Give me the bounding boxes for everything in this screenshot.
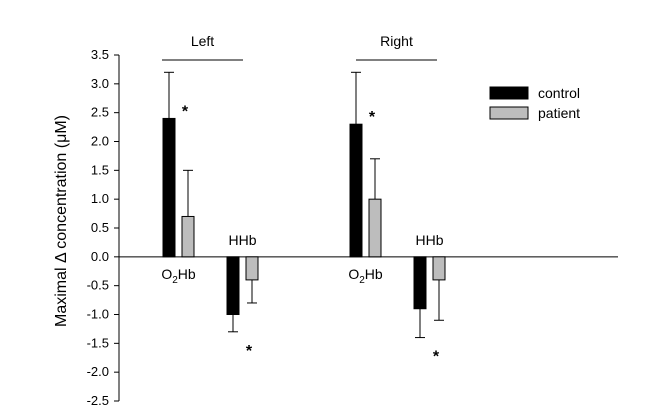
category-label: HHb [415,232,443,248]
legend: control patient [489,85,580,121]
patient-bar [432,256,446,281]
category-label: O2Hb [161,266,196,286]
patient-bar [245,256,259,281]
y-tick-label: 2.0 [91,134,109,149]
legend-swatch-patient [489,106,529,120]
legend-label-control: control [538,85,580,101]
y-tick-label: 3.0 [91,76,109,91]
y-tick-label: 0.5 [91,220,109,235]
category-label: O2Hb [348,266,383,286]
control-bar [226,256,240,316]
significance-markers: * * * * [182,103,440,365]
bars [162,117,446,316]
y-tick-label: -2.5 [87,393,109,408]
group-label: Left [191,33,214,49]
category-labels: O2Hb HHb O2Hb HHb [161,232,443,286]
y-tick-label: -2.0 [87,364,109,379]
group-label: Right [380,33,413,49]
legend-swatch-control [489,86,529,100]
y-tick-label: 3.5 [91,47,109,62]
patient-bar [181,215,195,258]
category-label: HHb [228,232,256,248]
patient-bar [368,198,382,258]
significance-star: * [369,109,376,126]
significance-star: * [246,343,253,360]
y-tick-label: -0.5 [87,278,109,293]
y-axis: 3.5 3.0 2.5 2.0 1.5 1.0 0.5 0.0 -0.5 -1.0 -1.5 -2.0… [87,47,618,408]
y-tick-label: 1.0 [91,191,109,206]
y-tick-label: -1.0 [87,307,109,322]
group-labels: Left Right [162,33,437,61]
y-tick-label: -1.5 [87,335,109,350]
significance-star: * [433,349,440,366]
significance-star: * [182,103,189,120]
error-bars [164,71,444,339]
y-axis-label: Maximal Δ concentration (μM) [53,115,70,327]
control-bar [162,117,176,258]
legend-label-patient: patient [538,105,580,121]
y-tick-label: 0.0 [91,249,109,264]
y-tick-label: 1.5 [91,162,109,177]
control-bar [413,256,427,310]
y-tick-label: 2.5 [91,105,109,120]
control-bar [349,123,363,258]
